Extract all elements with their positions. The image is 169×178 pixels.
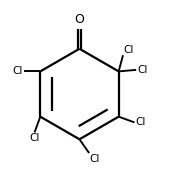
Text: Cl: Cl xyxy=(135,117,146,127)
Text: Cl: Cl xyxy=(124,45,134,55)
Text: Cl: Cl xyxy=(29,133,40,143)
Text: O: O xyxy=(75,14,84,27)
Text: Cl: Cl xyxy=(137,65,147,75)
Text: Cl: Cl xyxy=(90,154,100,164)
Text: Cl: Cl xyxy=(12,66,23,76)
